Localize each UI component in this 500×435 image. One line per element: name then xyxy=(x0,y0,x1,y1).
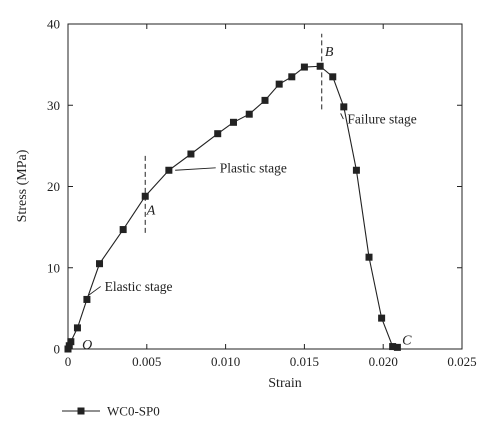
data-point xyxy=(214,130,222,138)
data-point xyxy=(65,342,73,350)
y-tick-label: 40 xyxy=(47,17,60,32)
data-point xyxy=(275,80,283,88)
annotations: O A B C Elastic stage Plastic stage Failure st… xyxy=(82,45,417,353)
data-point xyxy=(83,295,91,303)
x-tick-label: 0.025 xyxy=(447,354,476,369)
point-label: C xyxy=(402,333,412,348)
x-axis-title: Strain xyxy=(268,376,301,391)
y-tick-label: 30 xyxy=(47,98,60,113)
x-tick-label: 0 xyxy=(65,354,72,369)
data-point xyxy=(365,253,373,261)
annotation-leader xyxy=(175,167,216,171)
point-label: B xyxy=(325,45,334,60)
y-tick-label: 20 xyxy=(47,179,60,194)
reference-lines xyxy=(144,33,323,233)
annotation-label: Elastic stage xyxy=(105,279,173,294)
data-point xyxy=(96,260,104,268)
x-tick-label: 0.020 xyxy=(369,354,398,369)
data-point xyxy=(73,324,81,332)
y-axis-title: Stress (MPa) xyxy=(15,149,30,222)
x-tick-label: 0.010 xyxy=(211,354,240,369)
data-point xyxy=(300,63,308,71)
point-label: A xyxy=(146,203,156,218)
annotation-leader xyxy=(88,286,101,296)
data-point xyxy=(67,338,75,346)
x-tick-label: 0.005 xyxy=(132,354,161,369)
data-point xyxy=(393,343,401,351)
data-point xyxy=(229,118,237,126)
axis-ticks: 0 0.005 0.010 0.015 0.020 0.025 0 10 20 30 40 xyxy=(47,17,477,370)
data-point xyxy=(340,103,348,111)
annotation-label: Failure stage xyxy=(347,112,416,127)
data-point xyxy=(261,96,269,104)
legend: WC0-SP0 xyxy=(62,404,160,419)
data-point xyxy=(329,73,337,81)
data-point xyxy=(187,150,195,158)
series-line xyxy=(67,65,398,350)
legend-label: WC0-SP0 xyxy=(107,404,160,419)
legend-marker xyxy=(77,407,85,415)
data-point xyxy=(378,314,386,322)
y-tick-label: 0 xyxy=(54,342,61,357)
data-point xyxy=(352,166,360,174)
data-point xyxy=(245,110,253,118)
plot-border xyxy=(67,23,463,350)
data-point xyxy=(389,343,397,351)
x-tick-label: 0.015 xyxy=(290,354,319,369)
data-point xyxy=(288,73,296,81)
data-point xyxy=(165,166,173,174)
y-tick-label: 10 xyxy=(47,260,60,275)
data-point xyxy=(316,62,324,70)
plot-frame xyxy=(67,23,463,350)
data-point xyxy=(119,226,127,234)
data-series xyxy=(64,62,401,353)
data-point xyxy=(141,192,149,200)
annotation-leader xyxy=(340,113,344,120)
point-label: O xyxy=(82,338,92,353)
annotation-label: Plastic stage xyxy=(220,160,287,175)
